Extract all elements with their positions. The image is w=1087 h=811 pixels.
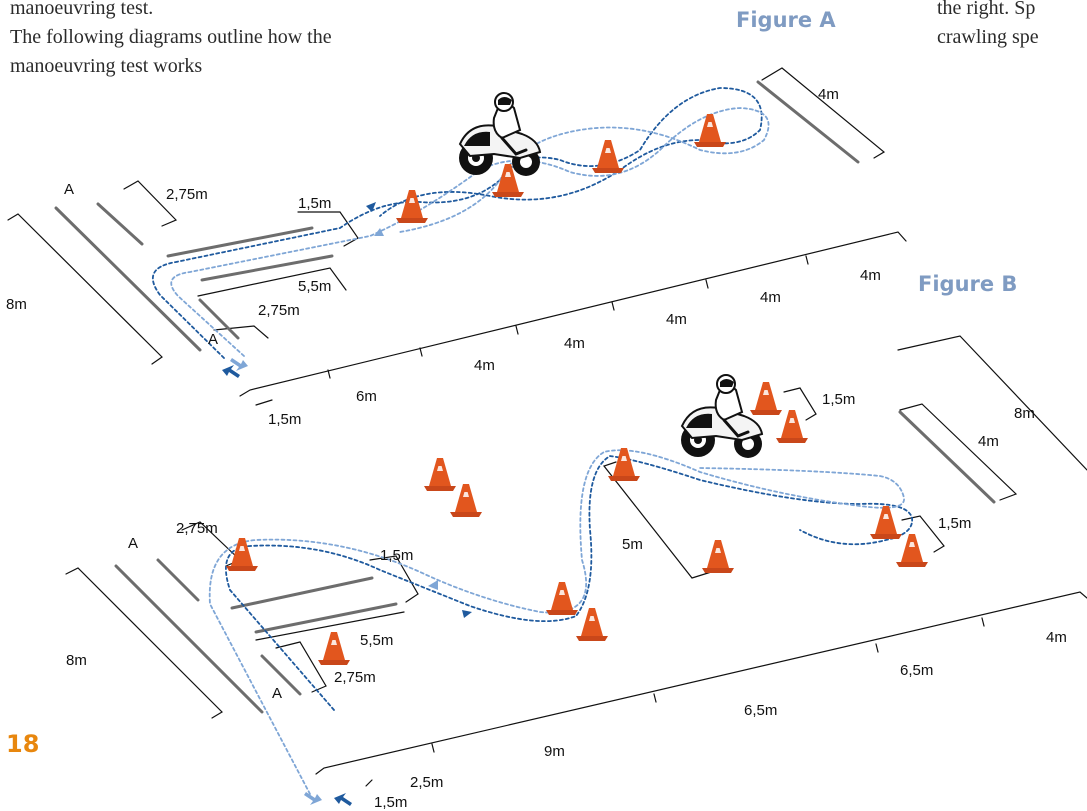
fig-a-label-a-top: A (64, 181, 74, 198)
direction-arrow-icon (462, 610, 472, 618)
fig-a-path-light (170, 107, 770, 357)
fig-b-label-s25: 2,5m (410, 774, 443, 791)
fig-a-end-bracket (761, 67, 886, 159)
fig-a-label-s15: 1,5m (268, 411, 301, 428)
direction-arrow-icon (428, 580, 438, 590)
fig-a-depth-bracket (7, 213, 163, 365)
fig-b-label-s4: 4m (1046, 629, 1067, 646)
figure-a-diagram: A A 2,75m 1,5m 5,5m 2,75m 8m 1,5m 6m 4m … (6, 67, 907, 428)
fig-a-label-s4c: 4m (666, 311, 687, 328)
intro-line-2: The following diagrams outline how the (10, 26, 332, 48)
fig-b-label-s9: 9m (544, 743, 565, 760)
direction-arrow-icon (366, 202, 376, 212)
fig-a-length-bracket (239, 231, 907, 397)
traffic-cone-icon (702, 540, 734, 573)
fig-b-label-55: 5,5m (360, 632, 393, 649)
figure-a-title: Figure A (736, 8, 836, 32)
fig-b-label-275-top: 2,75m (176, 520, 218, 537)
traffic-cone-icon (318, 632, 350, 665)
direction-arrow-icon (230, 358, 248, 371)
traffic-cone-icon (546, 582, 578, 615)
traffic-cone-icon (424, 458, 456, 491)
right-column-text: the right. Sp crawling spe (937, 0, 1087, 52)
fig-b-cones (226, 382, 928, 665)
fig-b-label-15: 1,5m (380, 547, 413, 564)
fig-a-label-s6: 6m (356, 388, 377, 405)
fig-b-label-a-top: A (128, 535, 138, 552)
fig-b-label-s15: 1,5m (374, 794, 407, 811)
traffic-cone-icon (896, 534, 928, 567)
fig-b-label-end-8m: 8m (1014, 405, 1035, 422)
fig-b-label-8m: 8m (66, 652, 87, 669)
fig-a-label-55: 5,5m (298, 278, 331, 295)
fig-b-label-s65a: 6,5m (744, 702, 777, 719)
direction-arrow-icon (374, 228, 384, 236)
figure-b-title: Figure B (918, 272, 1018, 296)
fig-a-label-s4e: 4m (860, 267, 881, 284)
direction-arrow-icon (222, 365, 240, 378)
right-line-2: crawling spe (937, 26, 1039, 48)
traffic-cone-icon (694, 114, 726, 147)
traffic-cone-icon (608, 448, 640, 481)
fig-b-end-bracket (897, 335, 1087, 471)
traffic-cone-icon (776, 410, 808, 443)
fig-b-length-bracket (315, 591, 1087, 775)
figure-b-diagram: A A 2,75m 1,5m 5,5m 2,75m 8m 1,5m 2,5m 9… (65, 335, 1087, 811)
fig-b-label-gate-15-right: 1,5m (938, 515, 971, 532)
fig-a-label-275-top: 2,75m (166, 186, 208, 203)
right-line-1: the right. Sp (937, 0, 1036, 19)
motorcycle-icon (679, 373, 764, 460)
fig-a-label-275-bottom: 2,75m (258, 302, 300, 319)
fig-a-label-s4d: 4m (760, 289, 781, 306)
fig-b-label-5m: 5m (622, 536, 643, 553)
traffic-cone-icon (450, 484, 482, 517)
page-number: 18 (6, 730, 40, 758)
fig-b-label-s65b: 6,5m (900, 662, 933, 679)
traffic-cone-icon (750, 382, 782, 415)
fig-b-depth-bracket (65, 567, 223, 719)
fig-a-label-15: 1,5m (298, 195, 331, 212)
intro-text: manoeuvring test. The following diagrams… (10, 0, 450, 81)
fig-a-label-s4b: 4m (564, 335, 585, 352)
fig-a-label-a-bottom: A (208, 331, 218, 348)
motorcycle-icon (457, 91, 542, 178)
intro-line-1: manoeuvring test. (10, 0, 154, 19)
direction-arrow-icon (334, 793, 352, 806)
fig-a-label-s4a: 4m (474, 357, 495, 374)
fig-b-path-light (208, 449, 905, 795)
fig-b-label-end-4m: 4m (978, 433, 999, 450)
fig-b-label-gate-15-top: 1,5m (822, 391, 855, 408)
traffic-cone-icon (870, 506, 902, 539)
traffic-cone-icon (592, 140, 624, 173)
intro-line-3: manoeuvring test works (10, 55, 203, 77)
traffic-cone-icon (226, 538, 258, 571)
direction-arrow-icon (304, 792, 322, 805)
traffic-cone-icon (576, 608, 608, 641)
fig-b-label-275-bottom: 2,75m (334, 669, 376, 686)
fig-b-label-a-bottom: A (272, 685, 282, 702)
fig-b-path-dark (225, 455, 913, 711)
fig-a-label-end-4m: 4m (818, 86, 839, 103)
fig-a-label-8m: 8m (6, 296, 27, 313)
